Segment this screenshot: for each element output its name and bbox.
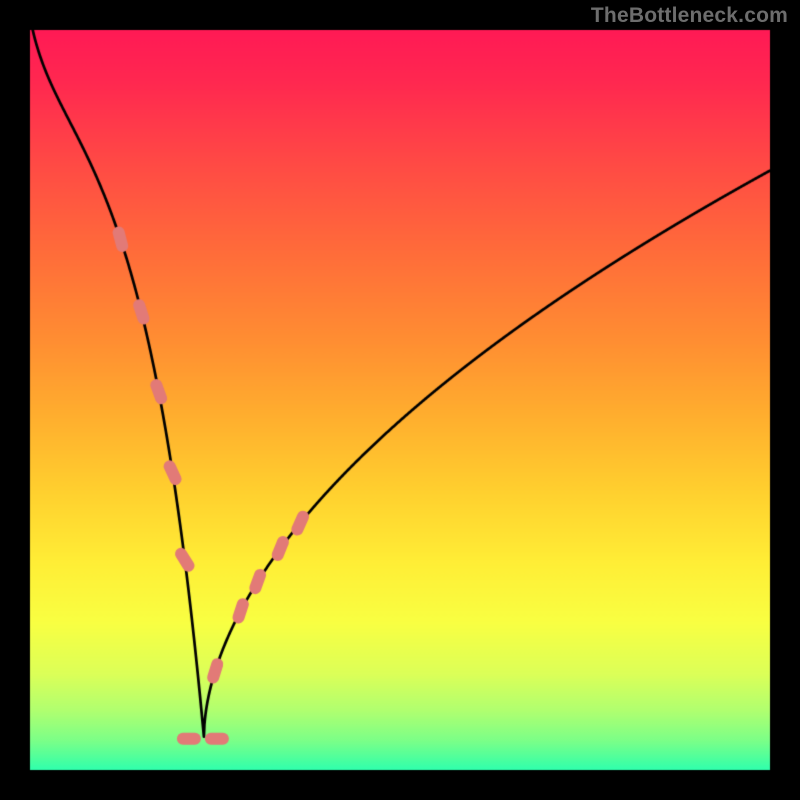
- bottleneck-curve-chart: [0, 0, 800, 800]
- watermark-text: TheBottleneck.com: [591, 4, 788, 28]
